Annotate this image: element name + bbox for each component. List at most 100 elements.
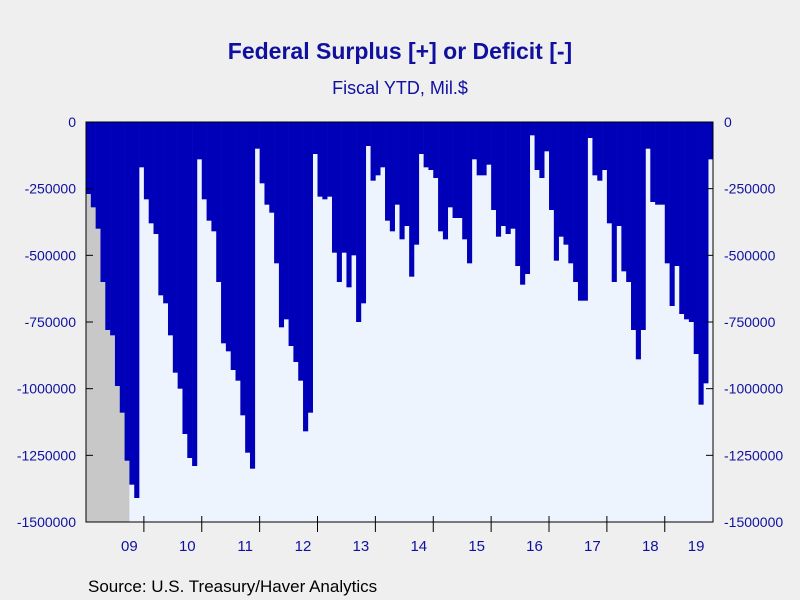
bar <box>592 122 598 176</box>
y-tick-label-right: -1500000 <box>724 514 783 530</box>
bar <box>447 122 453 208</box>
bar <box>631 122 637 330</box>
bar <box>177 122 183 389</box>
bar <box>139 122 145 168</box>
bar <box>481 122 487 176</box>
bar <box>119 122 125 413</box>
bar <box>524 122 531 274</box>
bar <box>471 122 477 160</box>
bar <box>573 122 579 282</box>
axes-layer: 0 0 -250000 -250000 -500000 -500000 -750000 -75… <box>17 114 784 555</box>
bar <box>288 122 294 346</box>
bar <box>544 122 550 152</box>
bar <box>611 122 617 282</box>
bar <box>582 122 588 301</box>
bar <box>394 122 400 205</box>
bar <box>399 122 405 240</box>
bar <box>640 122 646 330</box>
y-tick-label-right: -500000 <box>724 247 776 263</box>
bar <box>664 122 670 264</box>
bar <box>129 122 135 485</box>
bar <box>684 122 690 320</box>
y-tick-label-left: -250000 <box>25 181 77 197</box>
bar <box>635 122 641 360</box>
bar <box>124 122 130 461</box>
bar <box>269 122 275 213</box>
x-tick-label: 18 <box>642 538 659 555</box>
bar <box>457 122 463 218</box>
chart-source: Source: U.S. Treasury/Haver Analytics <box>88 577 378 596</box>
bar <box>495 122 502 237</box>
y-tick-label-right: -750000 <box>724 314 776 330</box>
y-tick-label-right: 0 <box>724 114 732 130</box>
x-tick-label: 11 <box>237 538 253 555</box>
chart-subtitle: Fiscal YTD, Mil.$ <box>332 78 468 98</box>
bar <box>153 122 159 234</box>
bar <box>172 122 178 373</box>
bar <box>385 122 391 221</box>
bar <box>283 122 289 320</box>
bar <box>249 122 256 469</box>
bar <box>259 122 265 184</box>
bar <box>148 122 154 224</box>
bar <box>211 122 217 232</box>
bar <box>356 122 362 322</box>
bar <box>433 122 439 178</box>
x-tick-label: 09 <box>121 538 138 555</box>
bar <box>187 122 193 458</box>
bar <box>486 122 492 165</box>
bar <box>587 122 593 138</box>
bar <box>529 122 535 136</box>
bar <box>245 122 251 453</box>
bar <box>553 122 559 261</box>
x-tick-label: 17 <box>584 538 601 555</box>
x-tick-label: 14 <box>410 538 427 555</box>
bar <box>163 122 169 304</box>
bar <box>293 122 299 362</box>
bar <box>201 122 207 200</box>
bar <box>413 122 420 245</box>
bar <box>602 122 608 170</box>
bar <box>86 122 92 194</box>
bar <box>312 122 318 154</box>
bar <box>688 122 694 322</box>
bar <box>230 122 236 370</box>
bar <box>336 122 342 282</box>
bar <box>327 122 333 197</box>
bar <box>134 122 140 498</box>
bar <box>114 122 121 386</box>
bar <box>669 122 675 306</box>
bar <box>240 122 246 416</box>
x-tick-label: 19 <box>688 538 705 555</box>
bar <box>655 122 661 205</box>
bar <box>254 122 260 149</box>
bar <box>708 122 714 160</box>
bar <box>703 122 709 384</box>
bar <box>679 122 685 314</box>
x-tick-label: 15 <box>468 538 485 555</box>
bar <box>341 122 347 253</box>
bar <box>216 122 222 282</box>
y-tick-label-left: -750000 <box>25 314 77 330</box>
bar <box>452 122 458 218</box>
bar <box>274 122 280 264</box>
bar <box>626 122 632 282</box>
bar <box>476 122 482 176</box>
bar <box>539 122 545 178</box>
bar <box>442 122 449 240</box>
bar <box>491 122 497 210</box>
y-tick-label-left: -1000000 <box>17 381 76 397</box>
bar <box>303 122 309 432</box>
bar <box>577 122 584 301</box>
bar <box>621 122 627 272</box>
chart-title: Federal Surplus [+] or Deficit [-] <box>227 38 573 64</box>
bar <box>423 122 429 168</box>
x-tick-label: 16 <box>526 538 543 555</box>
x-tick-label: 10 <box>179 538 196 555</box>
bar <box>534 122 540 170</box>
bar <box>674 122 680 266</box>
bar <box>438 122 444 232</box>
bar <box>650 122 656 202</box>
bar <box>404 122 410 226</box>
y-tick-label-left: -1500000 <box>17 514 76 530</box>
